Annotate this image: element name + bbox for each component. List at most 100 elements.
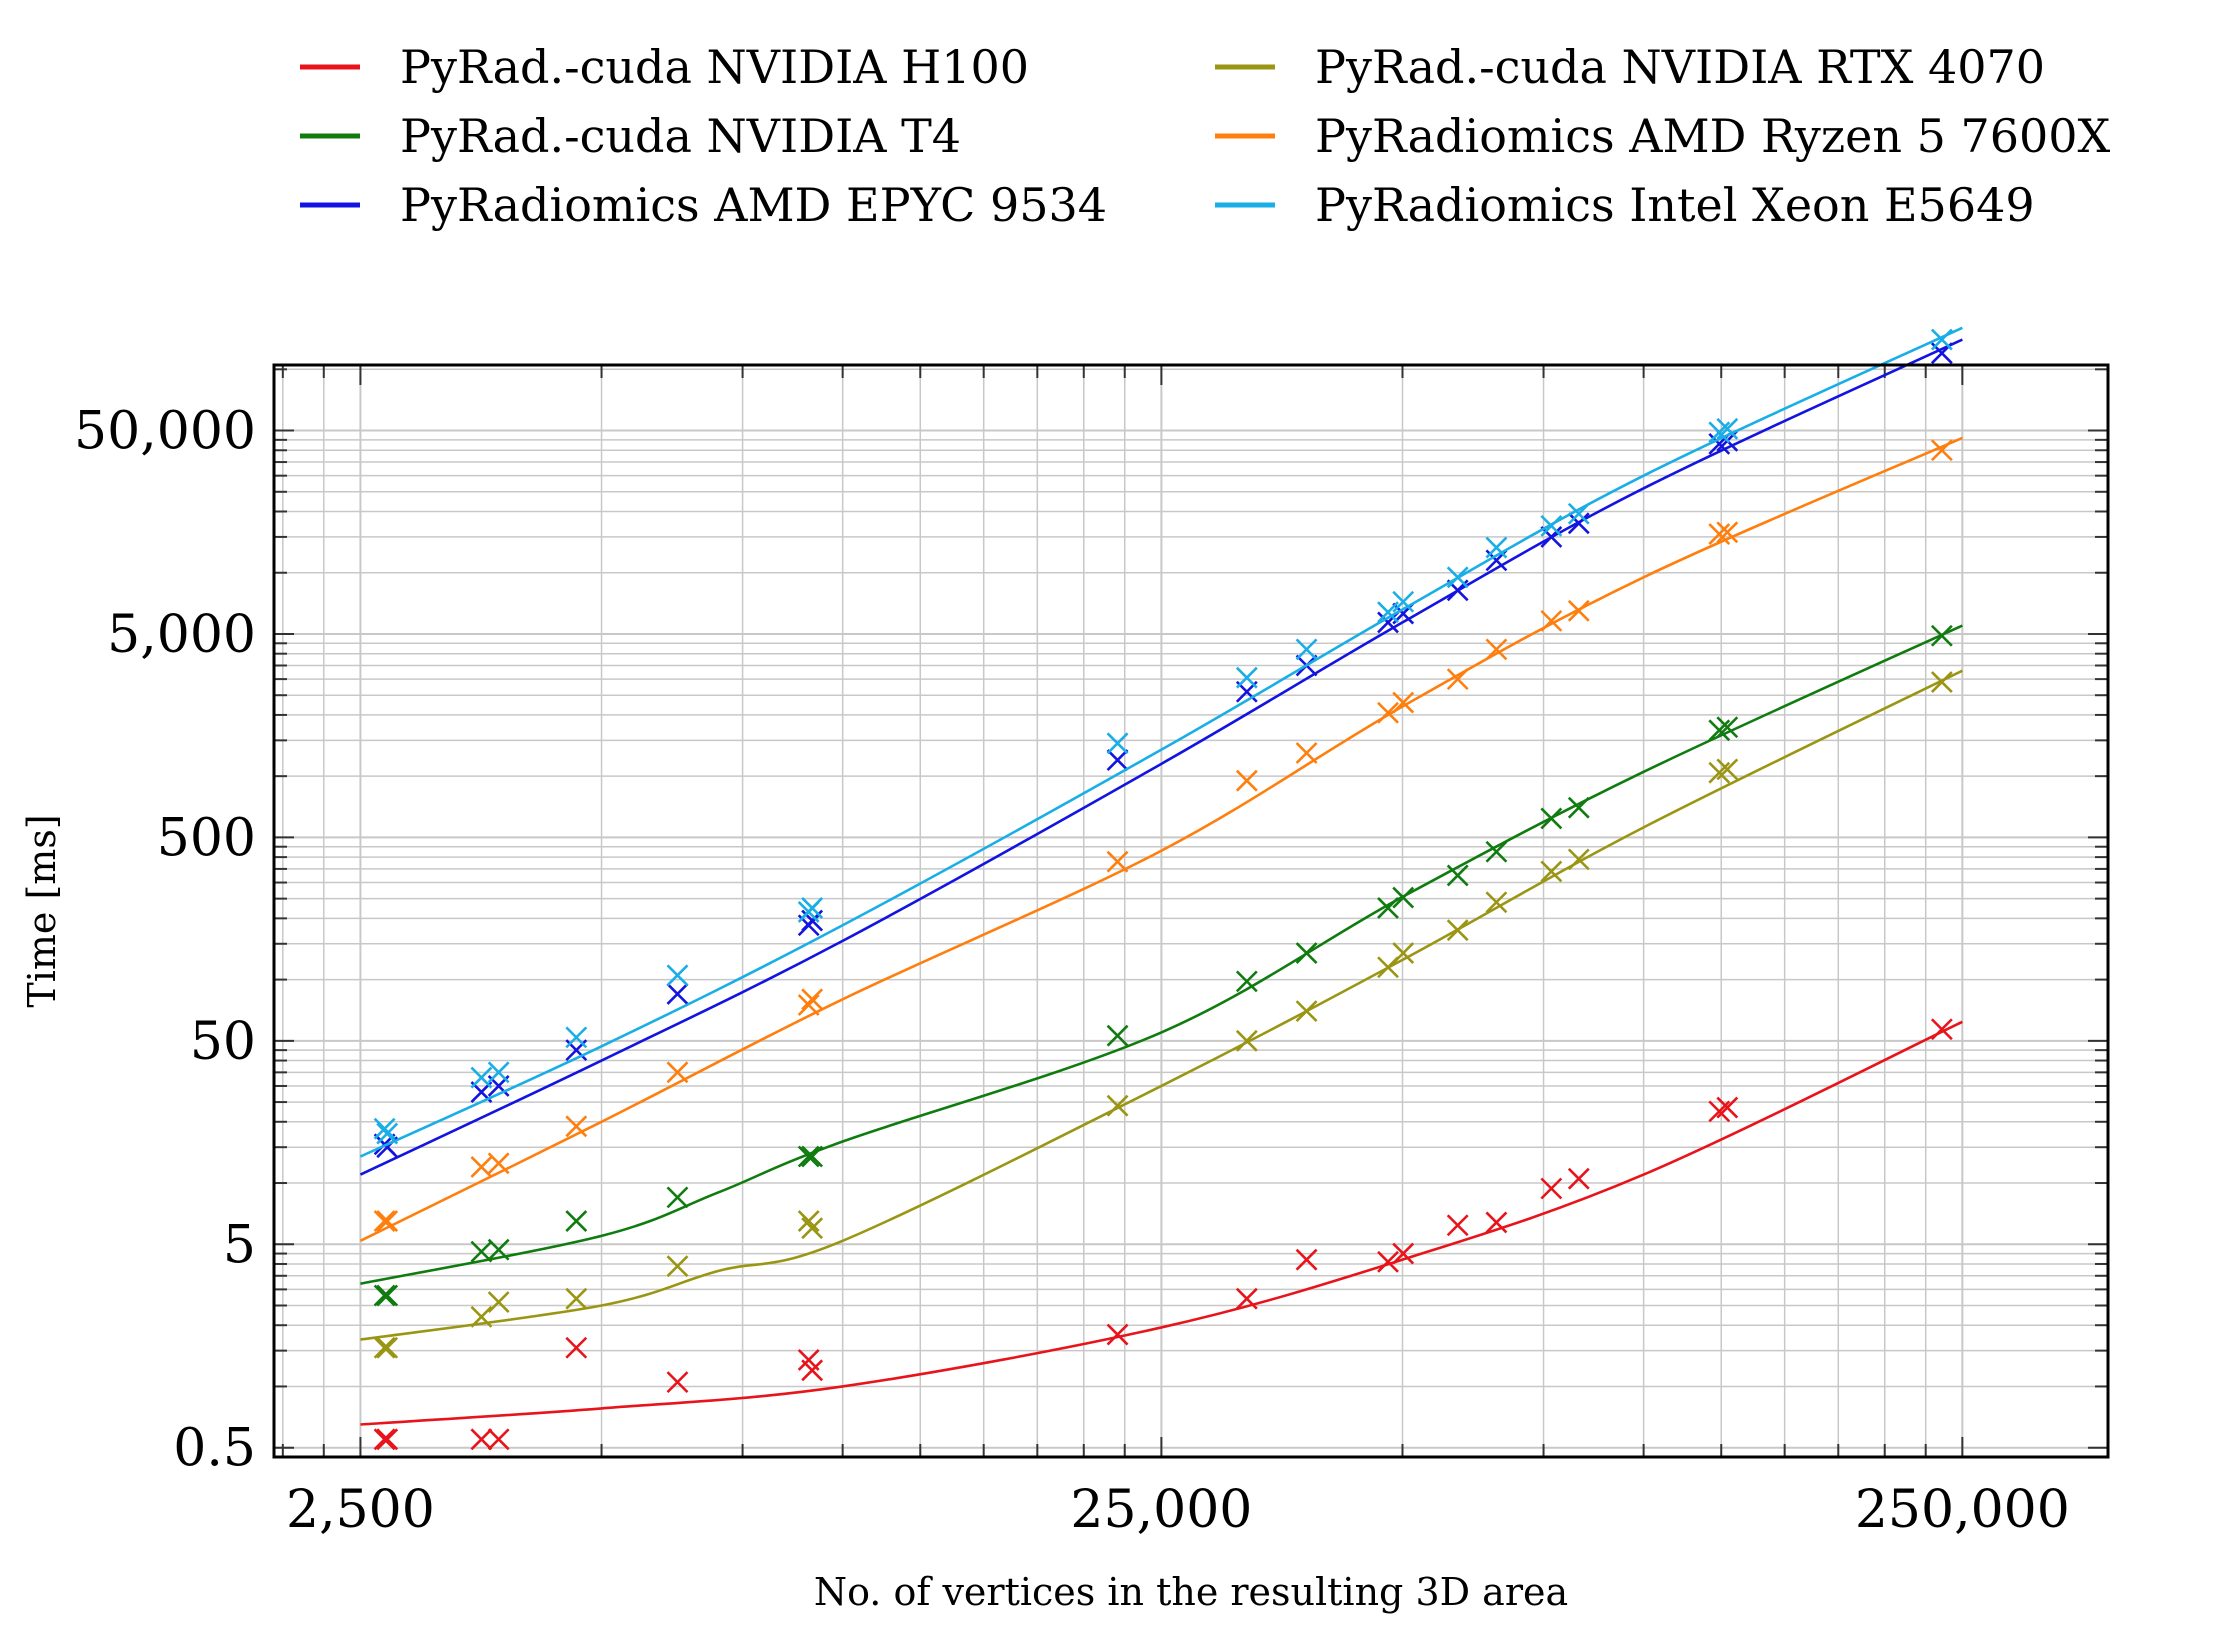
- marker-stroke: [1392, 1242, 1415, 1265]
- data-point-marker: [1235, 769, 1258, 792]
- data-point-marker: [376, 1122, 399, 1145]
- marker-stroke: [1567, 502, 1590, 525]
- marker-stroke: [565, 1336, 588, 1359]
- marker-stroke: [1485, 891, 1508, 914]
- marker-stroke: [565, 1115, 588, 1138]
- data-point-marker: [1446, 668, 1469, 691]
- marker-stroke: [565, 1026, 588, 1049]
- data-point-marker: [565, 1026, 588, 1049]
- marker-stroke: [1930, 671, 1953, 694]
- minor-gridlines: [274, 365, 2108, 1458]
- data-point-marker: [1295, 1000, 1318, 1023]
- marker-stroke: [1235, 1029, 1258, 1052]
- data-point-marker: [1106, 732, 1129, 755]
- y-tick-labels: 0.5 5 50 500 5,000 50,000: [74, 402, 256, 1479]
- data-point-marker: [1485, 891, 1508, 914]
- marker-stroke: [1540, 609, 1563, 632]
- data-point-marker: [1708, 761, 1731, 784]
- marker-stroke: [1567, 848, 1590, 871]
- data-point-marker: [1567, 512, 1590, 535]
- data-point-marker: [1106, 1323, 1129, 1346]
- data-point-marker: [801, 1359, 824, 1382]
- y-tick-label: 50,000: [74, 402, 256, 462]
- data-point-marker: [1708, 719, 1731, 742]
- data-point-marker: [1106, 1094, 1129, 1117]
- data-point-marker: [1930, 328, 1953, 351]
- marker-stroke: [1930, 1018, 1953, 1041]
- marker-stroke: [1106, 1323, 1129, 1346]
- data-point-marker: [565, 1287, 588, 1310]
- data-point-marker: [1930, 1018, 1953, 1041]
- data-point-marker: [1392, 691, 1415, 714]
- axis-ticks: [274, 365, 2108, 1458]
- marker-stroke: [487, 1428, 510, 1451]
- x-tick-label: 25,000: [1070, 1480, 1252, 1540]
- y-axis-label: Time [ms]: [20, 814, 64, 1007]
- marker-stroke: [376, 1428, 399, 1451]
- data-point-marker: [1540, 807, 1563, 830]
- data-point-marker: [1708, 1100, 1731, 1123]
- data-point-marker: [1716, 716, 1739, 739]
- marker-stroke: [1295, 942, 1318, 965]
- marker-stroke: [1295, 1000, 1318, 1023]
- marker-stroke: [1567, 796, 1590, 819]
- data-point-marker: [1716, 1096, 1739, 1119]
- marker-stroke: [1106, 1024, 1129, 1047]
- data-point-marker: [487, 1428, 510, 1451]
- marker-stroke: [1567, 1167, 1590, 1190]
- marker-stroke: [1392, 691, 1415, 714]
- data-point-marker: [1295, 942, 1318, 965]
- marker-stroke: [487, 1152, 510, 1175]
- marker-stroke: [487, 1238, 510, 1261]
- data-point-marker: [1295, 638, 1318, 661]
- marker-stroke: [373, 1428, 396, 1451]
- data-point-marker: [1540, 525, 1563, 548]
- series-line: [359, 338, 1963, 1176]
- data-point-marker: [470, 1155, 493, 1178]
- data-point-marker: [1930, 671, 1953, 694]
- marker-stroke: [666, 1255, 689, 1278]
- marker-stroke: [1540, 514, 1563, 537]
- marker-stroke: [1446, 919, 1469, 942]
- y-tick-label: 5: [223, 1215, 256, 1275]
- data-point-marker: [376, 1210, 399, 1233]
- data-point-marker: [666, 964, 689, 987]
- data-point-marker: [373, 1428, 396, 1451]
- y-tick-label: 5,000: [107, 605, 256, 665]
- marker-stroke: [1377, 1250, 1399, 1273]
- data-point-marker: [373, 1117, 396, 1140]
- marker-stroke: [376, 1210, 399, 1233]
- data-point-marker: [1235, 1029, 1258, 1052]
- marker-stroke: [373, 1117, 396, 1140]
- marker-stroke: [801, 988, 824, 1011]
- marker-stroke: [487, 1061, 510, 1084]
- data-point-marker: [1295, 1248, 1318, 1271]
- marker-stroke: [1392, 886, 1415, 909]
- data-point-marker: [1567, 1167, 1590, 1190]
- marker-stroke: [797, 1145, 820, 1168]
- legend-item: PyRad.-cuda NVIDIA H100: [300, 40, 1029, 94]
- marker-stroke: [1295, 1248, 1318, 1271]
- data-point-marker: [1930, 439, 1953, 462]
- data-point-marker: [1708, 523, 1731, 545]
- data-point-marker: [487, 1238, 510, 1261]
- data-point-marker: [1716, 417, 1739, 440]
- data-point-marker: [666, 1061, 689, 1084]
- series-line: [360, 624, 1963, 1285]
- legend-label: PyRad.-cuda NVIDIA H100: [400, 40, 1029, 94]
- marker-stroke: [666, 983, 689, 1005]
- data-point-marker: [1392, 590, 1415, 613]
- marker-stroke: [666, 1186, 689, 1209]
- data-point-marker: [373, 1284, 396, 1307]
- marker-stroke: [1392, 590, 1415, 613]
- legend-item: PyRad.-cuda NVIDIA RTX 4070: [1215, 40, 2045, 94]
- marker-stroke: [1106, 850, 1129, 873]
- marker-stroke: [376, 1336, 399, 1359]
- data-point-marker: [1106, 850, 1129, 873]
- x-tick-label: 2,500: [286, 1480, 435, 1540]
- marker-stroke: [376, 1284, 399, 1307]
- legend-label: PyRadiomics AMD Ryzen 5 7600X: [1315, 109, 2111, 163]
- marker-stroke: [1446, 566, 1469, 589]
- data-point-marker: [1540, 1177, 1563, 1200]
